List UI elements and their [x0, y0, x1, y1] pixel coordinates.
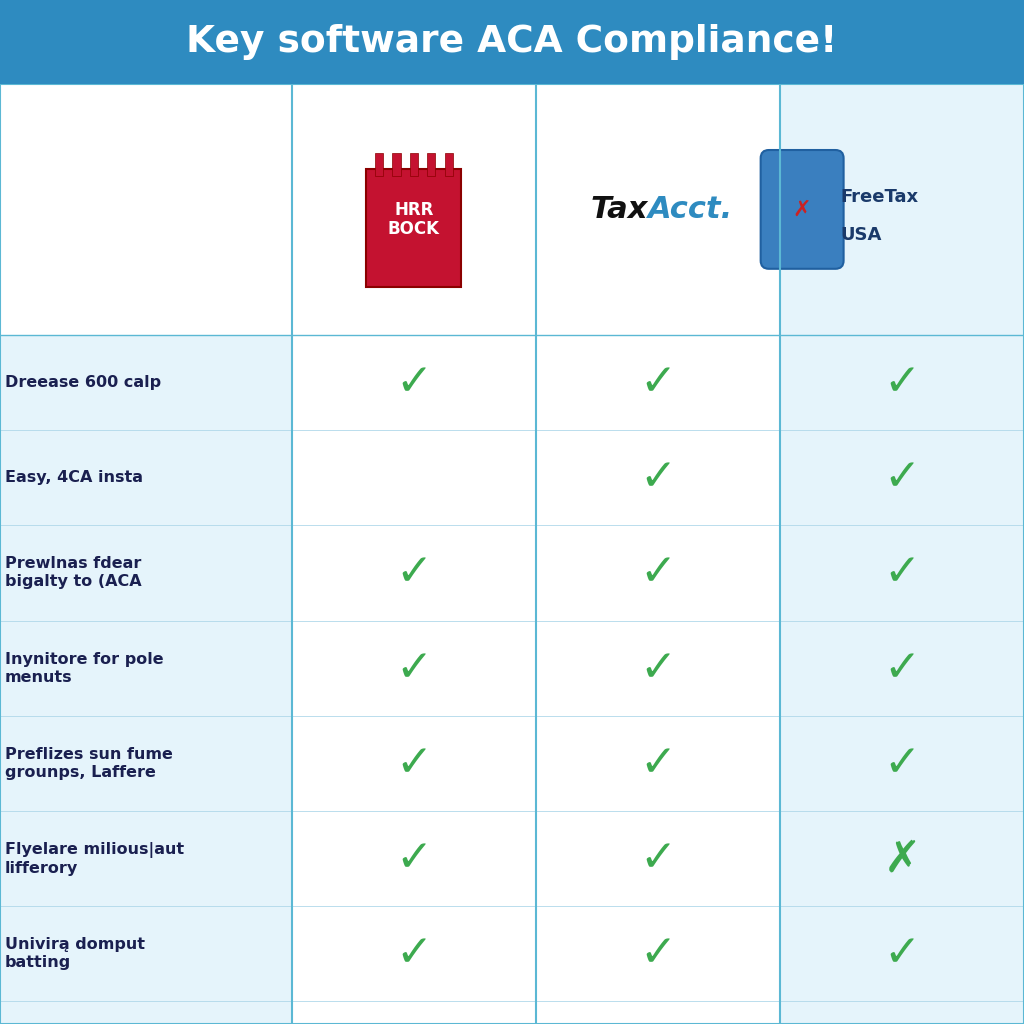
Bar — [536, 430, 780, 525]
Bar — [0, 525, 292, 621]
Bar — [292, 811, 536, 906]
Bar — [536, 811, 780, 906]
Bar — [375, 153, 383, 175]
Text: ✓: ✓ — [639, 742, 677, 784]
Text: Key software ACA Compliance!: Key software ACA Compliance! — [186, 24, 838, 60]
Bar — [0, 1001, 292, 1024]
Text: ✓: ✓ — [639, 838, 677, 880]
Text: ✓: ✓ — [884, 647, 921, 689]
Bar — [292, 716, 536, 811]
Text: ✓: ✓ — [639, 552, 677, 594]
Bar — [536, 1001, 780, 1024]
Text: ✓: ✓ — [395, 933, 432, 975]
FancyBboxPatch shape — [367, 169, 462, 287]
Text: Univirą domput
batting: Univirą domput batting — [5, 937, 145, 971]
Bar — [292, 430, 536, 525]
Bar — [410, 153, 418, 175]
Bar — [0, 430, 292, 525]
Text: ✓: ✓ — [884, 933, 921, 975]
Bar — [536, 621, 780, 716]
Bar — [780, 84, 1024, 335]
Text: ✓: ✓ — [395, 838, 432, 880]
Bar — [780, 716, 1024, 811]
Bar — [780, 811, 1024, 906]
Bar — [444, 153, 453, 175]
Text: ✗: ✗ — [793, 200, 811, 219]
Text: Acct.: Acct. — [648, 195, 733, 224]
Bar — [780, 335, 1024, 430]
Text: ✓: ✓ — [639, 647, 677, 689]
Text: ✓: ✓ — [395, 552, 432, 594]
Bar — [0, 811, 292, 906]
Text: Inynitore for pole
menuts: Inynitore for pole menuts — [5, 651, 164, 685]
Text: ✓: ✓ — [395, 647, 432, 689]
Text: ✓: ✓ — [884, 457, 921, 499]
Text: Tax: Tax — [590, 195, 648, 224]
Bar — [780, 1001, 1024, 1024]
Text: ✓: ✓ — [639, 457, 677, 499]
Bar — [780, 430, 1024, 525]
Bar — [0, 716, 292, 811]
Text: Flyelare milious|aut
lifferory: Flyelare milious|aut lifferory — [5, 842, 184, 876]
Bar — [0, 621, 292, 716]
Text: ✓: ✓ — [884, 361, 921, 403]
Bar — [536, 525, 780, 621]
Bar — [392, 153, 400, 175]
Bar — [292, 906, 536, 1001]
Bar — [0, 84, 1024, 335]
Bar — [780, 525, 1024, 621]
Text: ✓: ✓ — [639, 361, 677, 403]
Text: ✓: ✓ — [395, 361, 432, 403]
Bar — [292, 621, 536, 716]
Text: ✗: ✗ — [884, 838, 921, 880]
Text: Dreease 600 calp: Dreease 600 calp — [5, 375, 161, 390]
Bar — [292, 525, 536, 621]
Bar — [292, 1001, 536, 1024]
Text: ✓: ✓ — [395, 742, 432, 784]
Bar — [780, 906, 1024, 1001]
Bar — [427, 153, 435, 175]
Bar — [536, 716, 780, 811]
Text: FreeTax: FreeTax — [841, 188, 919, 206]
Text: ✓: ✓ — [639, 933, 677, 975]
Bar — [536, 335, 780, 430]
Bar — [780, 621, 1024, 716]
Bar — [536, 906, 780, 1001]
Text: Preflizes sun fume
grounps, Laffere: Preflizes sun fume grounps, Laffere — [5, 746, 173, 780]
Bar — [0, 0, 1024, 84]
Text: ✓: ✓ — [884, 742, 921, 784]
Text: Prewlnas fdear
bigalty to (ACA: Prewlnas fdear bigalty to (ACA — [5, 556, 141, 590]
Bar — [292, 335, 536, 430]
Bar — [0, 335, 292, 430]
Text: HRR
BOCK: HRR BOCK — [388, 201, 440, 239]
Text: ✓: ✓ — [884, 552, 921, 594]
Bar — [0, 906, 292, 1001]
FancyBboxPatch shape — [761, 150, 844, 268]
Text: Easy, 4CA insta: Easy, 4CA insta — [5, 470, 143, 485]
Text: USA: USA — [841, 226, 882, 244]
